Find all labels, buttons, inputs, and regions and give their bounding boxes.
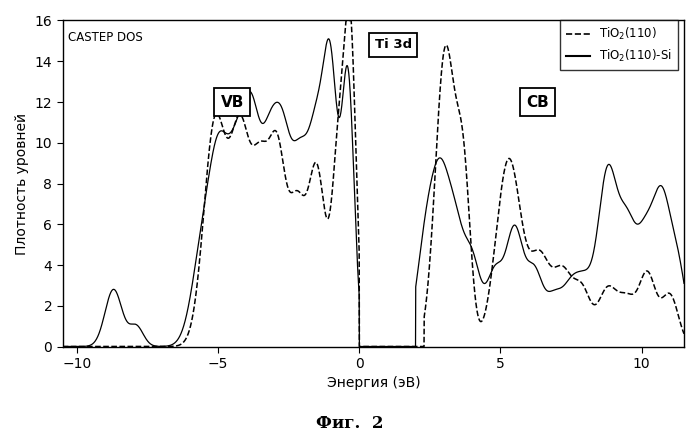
Line: TiO$_2$(110): TiO$_2$(110) bbox=[63, 20, 684, 347]
TiO$_2$(110) bbox=[59, 344, 67, 349]
TiO$_2$(110) bbox=[342, 18, 350, 23]
TiO$_2$(110)-Si bbox=[129, 321, 138, 327]
TiO$_2$(110) bbox=[297, 191, 305, 196]
TiO$_2$(110)-Si bbox=[297, 135, 305, 140]
TiO$_2$(110)-Si bbox=[324, 36, 333, 41]
Text: Ti 3d: Ti 3d bbox=[375, 38, 412, 51]
Legend: TiO$_2$(110), TiO$_2$(110)-Si: TiO$_2$(110), TiO$_2$(110)-Si bbox=[561, 20, 678, 70]
TiO$_2$(110)-Si bbox=[355, 344, 363, 349]
TiO$_2$(110)-Si bbox=[668, 221, 677, 226]
Text: VB: VB bbox=[220, 95, 244, 109]
TiO$_2$(110) bbox=[668, 294, 677, 299]
TiO$_2$(110)-Si bbox=[601, 170, 610, 175]
TiO$_2$(110)-Si bbox=[324, 37, 332, 42]
TiO$_2$(110) bbox=[129, 344, 138, 349]
TiO$_2$(110) bbox=[355, 344, 363, 349]
TiO$_2$(110)-Si bbox=[680, 281, 689, 286]
Y-axis label: Плотность уровней: Плотность уровней bbox=[15, 112, 29, 255]
TiO$_2$(110)-Si bbox=[59, 344, 67, 349]
TiO$_2$(110) bbox=[680, 331, 689, 337]
Text: Фиг.  2: Фиг. 2 bbox=[316, 415, 383, 432]
Text: CB: CB bbox=[526, 95, 549, 109]
Line: TiO$_2$(110)-Si: TiO$_2$(110)-Si bbox=[63, 39, 684, 347]
X-axis label: Энергия (эВ): Энергия (эВ) bbox=[326, 376, 420, 391]
Text: CASTEP DOS: CASTEP DOS bbox=[69, 31, 143, 44]
TiO$_2$(110) bbox=[324, 216, 332, 221]
TiO$_2$(110) bbox=[166, 344, 175, 349]
TiO$_2$(110)-Si bbox=[166, 343, 175, 348]
TiO$_2$(110) bbox=[601, 286, 610, 291]
